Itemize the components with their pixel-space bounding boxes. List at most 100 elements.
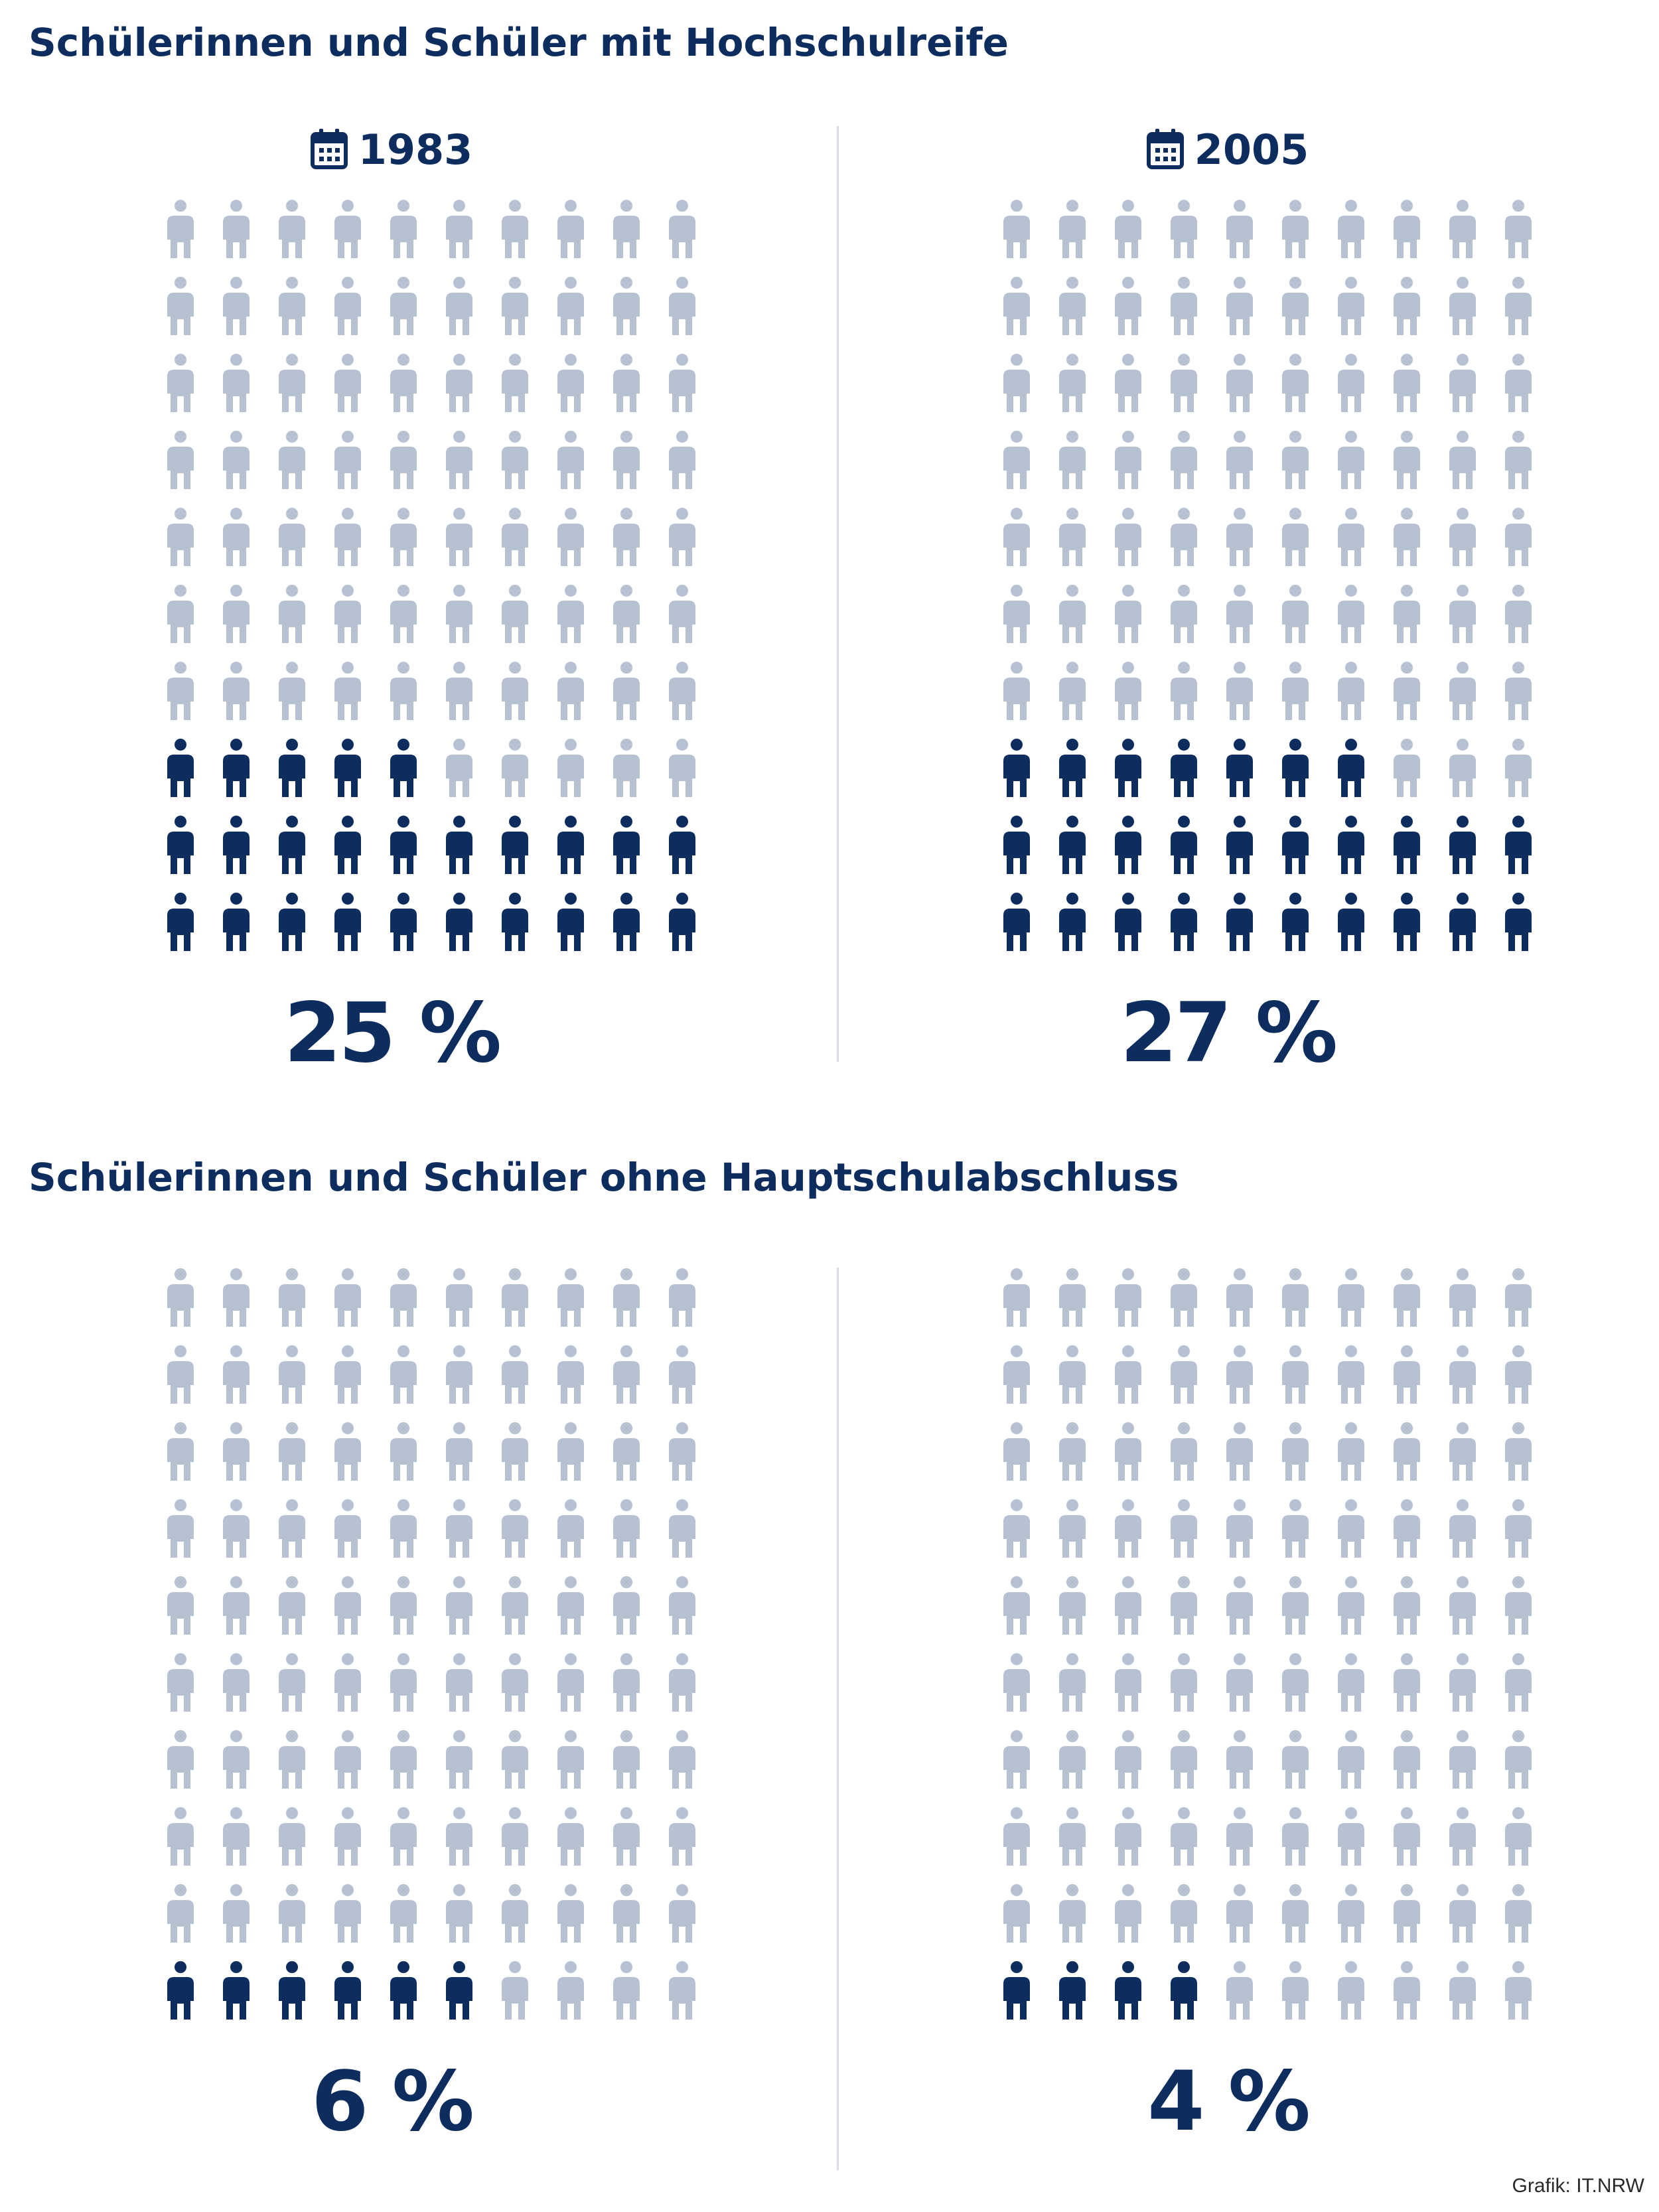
person-icon — [1449, 816, 1476, 874]
person-icon — [1505, 1422, 1532, 1481]
person-icon — [279, 277, 305, 335]
person-icon — [669, 354, 695, 412]
person-icon — [1449, 431, 1476, 489]
person-icon — [669, 1499, 695, 1558]
person-icon — [1226, 1961, 1253, 2020]
person-icon — [1171, 816, 1197, 874]
person-icon — [1282, 893, 1309, 951]
person-icon — [1394, 1653, 1420, 1712]
person-icon — [390, 200, 417, 258]
person-icon — [334, 816, 361, 874]
person-icon — [279, 1884, 305, 1943]
person-icon — [1115, 1422, 1141, 1481]
person-icon — [669, 508, 695, 566]
person-icon — [1003, 1499, 1030, 1558]
person-icon — [446, 1499, 472, 1558]
person-icon — [1505, 1576, 1532, 1635]
pictogram-1983 — [167, 200, 695, 951]
person-icon — [557, 816, 584, 874]
person-icon — [1282, 585, 1309, 643]
person-icon — [557, 277, 584, 335]
person-icon — [334, 1268, 361, 1327]
person-icon — [502, 1884, 528, 1943]
person-icon — [613, 1653, 640, 1712]
person-icon — [1003, 1730, 1030, 1789]
person-icon — [446, 1961, 472, 2020]
person-icon — [1226, 816, 1253, 874]
pictogram-ohne-abschluss-right — [1003, 1268, 1532, 2020]
person-icon — [334, 1730, 361, 1789]
person-icon — [1171, 1499, 1197, 1558]
person-icon — [1171, 1807, 1197, 1866]
person-icon — [557, 739, 584, 797]
person-icon — [446, 277, 472, 335]
person-icon — [1338, 277, 1364, 335]
person-icon — [390, 277, 417, 335]
person-icon — [1003, 277, 1030, 335]
person-icon — [613, 277, 640, 335]
person-icon — [557, 354, 584, 412]
person-icon — [446, 662, 472, 720]
person-icon — [1505, 277, 1532, 335]
person-icon — [1449, 508, 1476, 566]
person-icon — [279, 893, 305, 951]
person-icon — [502, 1499, 528, 1558]
person-icon — [1505, 1653, 1532, 1712]
person-icon — [1394, 1576, 1420, 1635]
person-icon — [1226, 354, 1253, 412]
person-icon — [1338, 200, 1364, 258]
person-icon — [1226, 1653, 1253, 1712]
year-label-1983: 1983 — [27, 123, 757, 176]
person-icon — [279, 431, 305, 489]
person-icon — [1171, 662, 1197, 720]
person-icon — [167, 1576, 194, 1635]
section-title-hochschulreife: Schülerinnen und Schüler mit Hochschulre… — [29, 20, 1009, 65]
person-icon — [502, 277, 528, 335]
person-icon — [1282, 1345, 1309, 1404]
person-icon — [502, 1961, 528, 2020]
person-icon — [390, 1884, 417, 1943]
person-icon — [1282, 662, 1309, 720]
year-2005: 2005 — [1194, 125, 1309, 174]
person-icon — [1115, 739, 1141, 797]
person-icon — [1226, 1422, 1253, 1481]
person-icon — [446, 431, 472, 489]
person-icon — [1282, 1653, 1309, 1712]
person-icon — [1115, 585, 1141, 643]
person-icon — [1115, 1576, 1141, 1635]
person-icon — [1505, 1345, 1532, 1404]
person-icon — [1505, 200, 1532, 258]
person-icon — [669, 1884, 695, 1943]
person-icon — [669, 1807, 695, 1866]
person-icon — [502, 585, 528, 643]
calendar-icon — [1146, 129, 1184, 169]
person-icon — [1171, 431, 1197, 489]
person-icon — [1449, 1345, 1476, 1404]
person-icon — [390, 585, 417, 643]
person-icon — [613, 585, 640, 643]
person-icon — [557, 1730, 584, 1789]
person-icon — [390, 816, 417, 874]
person-icon — [1449, 585, 1476, 643]
person-icon — [1115, 1884, 1141, 1943]
person-icon — [1338, 508, 1364, 566]
person-icon — [669, 431, 695, 489]
year-1983: 1983 — [358, 125, 473, 174]
person-icon — [1505, 431, 1532, 489]
person-icon — [1003, 1807, 1030, 1866]
person-icon — [1115, 1268, 1141, 1327]
person-icon — [1171, 1884, 1197, 1943]
person-icon — [1226, 1268, 1253, 1327]
person-icon — [1171, 277, 1197, 335]
person-icon — [1059, 1576, 1086, 1635]
person-icon — [613, 1268, 640, 1327]
person-icon — [223, 1807, 250, 1866]
person-icon — [1338, 1576, 1364, 1635]
person-icon — [669, 662, 695, 720]
person-icon — [1226, 662, 1253, 720]
person-icon — [167, 1961, 194, 2020]
person-icon — [1115, 1961, 1141, 2020]
person-icon — [279, 354, 305, 412]
year-label-2005: 2005 — [863, 123, 1593, 176]
person-icon — [1059, 1268, 1086, 1327]
